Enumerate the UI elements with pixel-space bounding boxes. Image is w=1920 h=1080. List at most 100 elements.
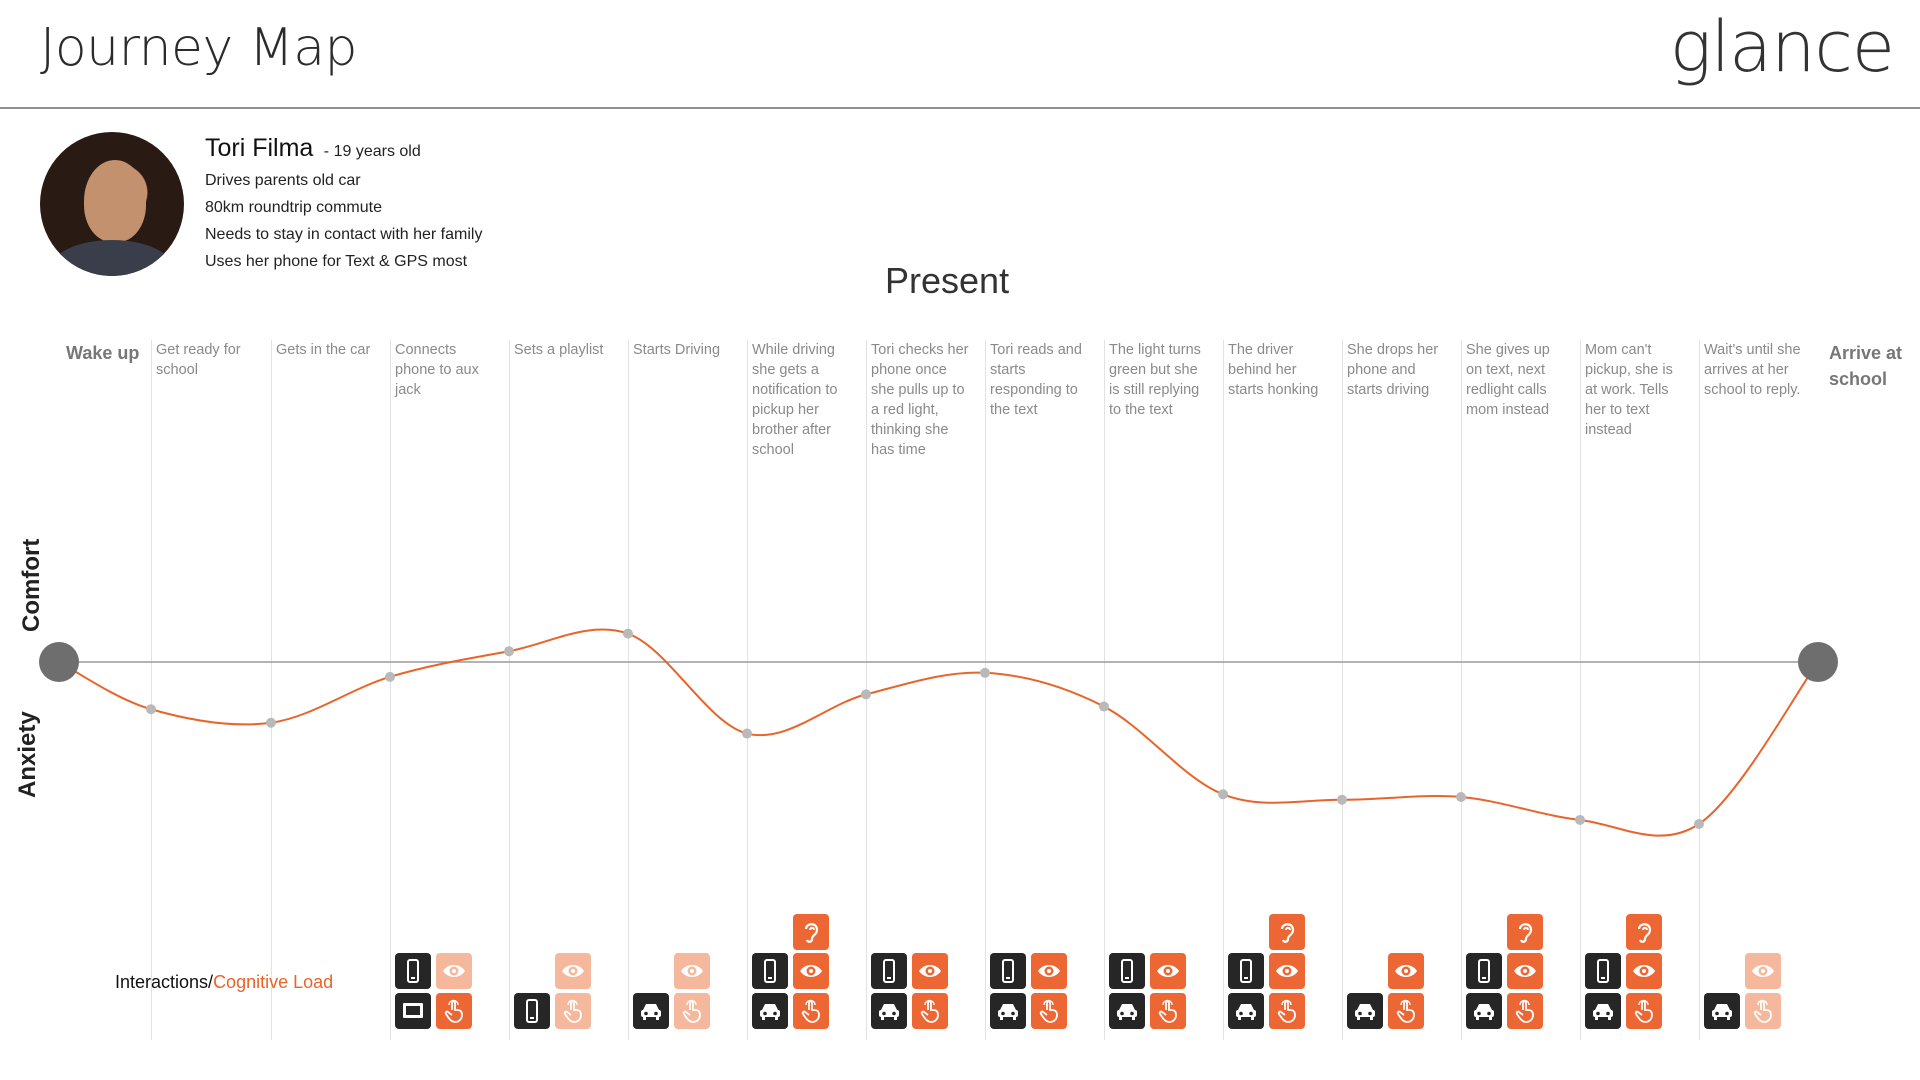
step-label: She drops her phone and starts driving (1347, 342, 1439, 398)
step-divider (985, 340, 986, 1040)
emotion-point (1218, 789, 1228, 800)
eye-icon (1745, 953, 1781, 989)
step-label: Gets in the car (276, 342, 371, 358)
interactions-label: Interactions/Cognitive Load (115, 972, 333, 993)
car-icon (1585, 993, 1621, 1029)
emotion-point (1099, 701, 1109, 712)
step-divider (271, 340, 272, 1040)
step-divider (747, 340, 748, 1040)
step-label: The light turns green but she is still r… (1109, 342, 1201, 418)
step-divider (1342, 340, 1343, 1040)
eye-icon (793, 953, 829, 989)
step-label: Tori reads and starts responding to the … (990, 342, 1082, 418)
avatar (40, 132, 184, 276)
emotion-point (861, 689, 871, 700)
hand-touch-icon (674, 993, 710, 1029)
emotion-curve (58, 628, 1819, 837)
step-label: Starts Driving (633, 342, 721, 358)
step-divider (509, 340, 510, 1040)
eye-icon (912, 953, 948, 989)
step-label: Get ready for school (156, 342, 241, 378)
step-label: Wake up (66, 343, 140, 363)
emotion-point (504, 646, 514, 657)
step-label: She gives up on text, next redlight call… (1466, 342, 1550, 418)
emotion-point (1575, 814, 1585, 825)
phone-icon (514, 993, 550, 1029)
car-icon (1109, 993, 1145, 1029)
ear-icon (793, 914, 829, 950)
step-label: While driving she gets a notification to… (752, 342, 838, 458)
emotion-point (980, 667, 990, 678)
car-icon (633, 993, 669, 1029)
glance-logo: glance (1669, 6, 1895, 88)
persona-detail: Needs to stay in contact with her family (205, 226, 483, 243)
hand-touch-icon (1388, 993, 1424, 1029)
cognitive-load-label: Cognitive Load (213, 972, 334, 992)
car-icon (1347, 993, 1383, 1029)
step-label: Wait's until she arrives at her school t… (1704, 342, 1801, 398)
car-icon (990, 993, 1026, 1029)
step-label: The driver behind her starts honking (1228, 342, 1319, 398)
journey-endpoint (1798, 642, 1838, 682)
step-divider (1223, 340, 1224, 1040)
hand-touch-icon (436, 993, 472, 1029)
emotion-point (385, 671, 395, 682)
header-divider (0, 107, 1920, 109)
step-divider (1104, 340, 1105, 1040)
phone-icon (752, 953, 788, 989)
phone-icon (871, 953, 907, 989)
phone-icon (990, 953, 1026, 989)
step-divider (1699, 340, 1700, 1040)
hand-touch-icon (1745, 993, 1781, 1029)
emotion-point (146, 704, 156, 715)
phone-icon (1109, 953, 1145, 989)
interactions-label-prefix: Interactions/ (115, 972, 214, 992)
persona-detail: 80km roundtrip commute (205, 199, 382, 216)
step-divider (628, 340, 629, 1040)
phone-icon (395, 953, 431, 989)
avatar-face (84, 160, 146, 242)
emotion-point (1337, 794, 1347, 805)
hand-touch-icon (793, 993, 829, 1029)
step-label: Mom can't pickup, she is at work. Tells … (1585, 342, 1673, 438)
car-icon (1228, 993, 1264, 1029)
eye-icon (1388, 953, 1424, 989)
hand-touch-icon (912, 993, 948, 1029)
step-divider (1461, 340, 1462, 1040)
hand-touch-icon (1269, 993, 1305, 1029)
ear-icon (1269, 914, 1305, 950)
phone-icon (1466, 953, 1502, 989)
hand-touch-icon (1626, 993, 1662, 1029)
emotion-point (623, 628, 633, 639)
eye-icon (1031, 953, 1067, 989)
page-title: Journey Map (40, 18, 358, 78)
eye-icon (436, 953, 472, 989)
step-divider (390, 340, 391, 1040)
section-title: Present (885, 260, 1010, 301)
car-icon (752, 993, 788, 1029)
persona-detail: Drives parents old car (205, 172, 361, 189)
step-label: Sets a playlist (514, 342, 604, 358)
eye-icon (674, 953, 710, 989)
journey-endpoint (39, 642, 79, 682)
emotion-point (1456, 792, 1466, 802)
persona-age: - 19 years old (323, 143, 421, 160)
ear-icon (1626, 914, 1662, 950)
eye-icon (1150, 953, 1186, 989)
step-label: Connects phone to aux jack (395, 342, 479, 398)
step-label: Arrive at school (1829, 343, 1903, 389)
car-display-icon (395, 993, 431, 1029)
eye-icon (1626, 953, 1662, 989)
step-divider (1580, 340, 1581, 1040)
hand-touch-icon (1150, 993, 1186, 1029)
eye-icon (1269, 953, 1305, 989)
ear-icon (1507, 914, 1543, 950)
hand-touch-icon (555, 993, 591, 1029)
emotion-point (742, 728, 752, 739)
car-icon (1466, 993, 1502, 1029)
phone-icon (1585, 953, 1621, 989)
persona-info: Tori Filma - 19 years old Drives parents… (205, 134, 482, 271)
emotion-point (1694, 819, 1704, 829)
eye-icon (1507, 953, 1543, 989)
